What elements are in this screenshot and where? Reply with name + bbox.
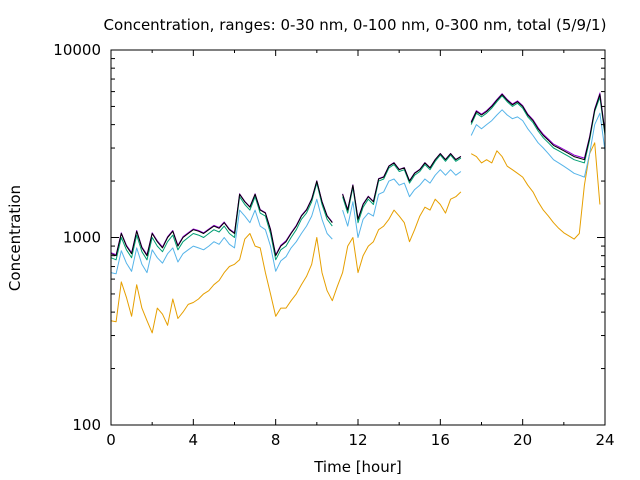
series-line-5 <box>110 142 601 334</box>
chart-title: Concentration, ranges: 0-30 nm, 0-100 nm… <box>104 16 607 34</box>
series-line-4 <box>110 109 606 275</box>
series-layer <box>110 92 606 334</box>
x-tick-label: 4 <box>189 431 199 449</box>
series-line-2 <box>110 92 606 256</box>
x-tick-label: 16 <box>431 431 450 449</box>
y-tick-label: 10000 <box>53 41 101 59</box>
y-tick-label: 100 <box>72 416 101 434</box>
y-axis: 100 1000 10000 <box>53 41 605 434</box>
y-axis-title: Concentration <box>6 185 24 291</box>
y-tick-label: 1000 <box>63 229 101 247</box>
x-tick-label: 8 <box>271 431 281 449</box>
series-line-1 <box>110 93 606 257</box>
x-axis: 0 4 8 12 16 20 24 <box>106 50 615 449</box>
x-tick-label: 12 <box>348 431 367 449</box>
x-tick-label: 24 <box>595 431 614 449</box>
series-line-3 <box>110 95 606 261</box>
x-axis-title: Time [hour] <box>313 458 402 476</box>
x-tick-label: 0 <box>106 431 116 449</box>
x-tick-label: 20 <box>513 431 532 449</box>
